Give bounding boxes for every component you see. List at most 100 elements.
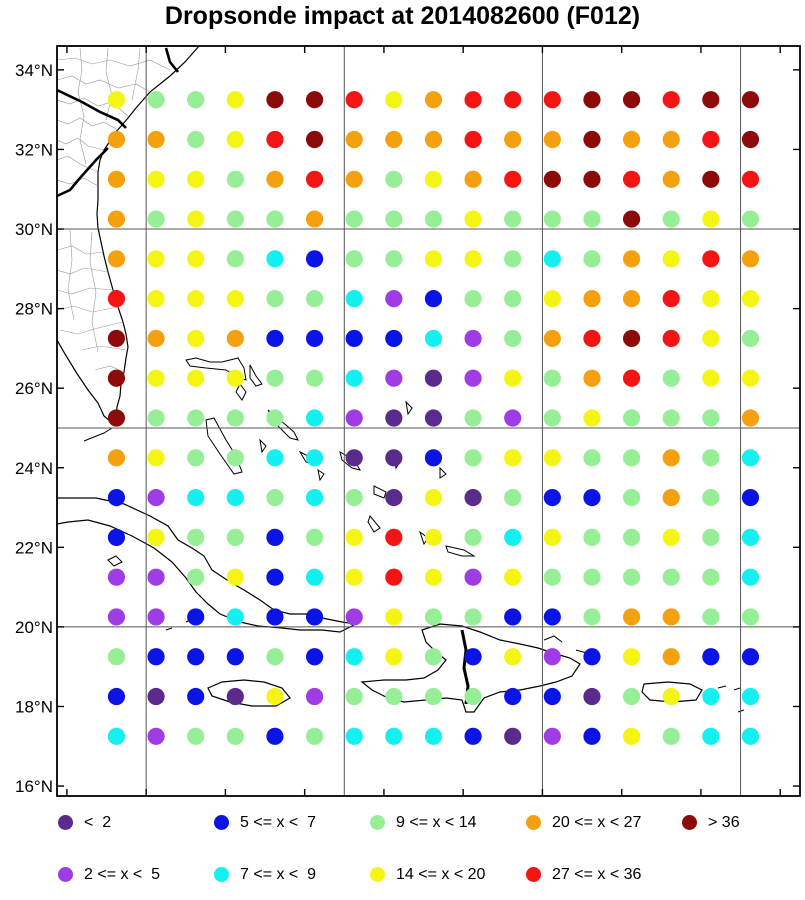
impact-marker: [147, 250, 165, 268]
impact-marker: [147, 528, 165, 546]
impact-marker: [424, 250, 443, 268]
impact-marker: [187, 130, 205, 149]
impact-marker: [345, 727, 363, 745]
lat-tick-label: 34°N: [15, 61, 53, 80]
impact-marker: [424, 130, 443, 149]
impact-marker: [107, 488, 126, 507]
impact-marker: [662, 449, 680, 467]
impact-marker: [187, 488, 205, 507]
impact-marker: [662, 369, 680, 387]
impact-marker: [464, 91, 482, 109]
impact-marker: [741, 449, 760, 467]
impact-marker: [741, 290, 760, 308]
impact-marker: [543, 290, 561, 308]
impact-marker: [543, 170, 561, 188]
impact-marker: [741, 409, 760, 427]
impact-marker: [187, 687, 205, 706]
impact-marker: [345, 528, 363, 546]
impact-marker: [622, 568, 641, 586]
map-frame: [56, 45, 801, 797]
impact-marker: [464, 608, 482, 626]
impact-marker: [187, 727, 205, 745]
impact-marker: [464, 130, 482, 149]
impact-marker: [305, 130, 324, 149]
lat-tick-label: 30°N: [15, 220, 53, 239]
legend-label: 27 <= x < 36: [552, 866, 642, 883]
impact-marker: [504, 727, 522, 745]
impact-marker: [226, 488, 244, 507]
impact-marker: [583, 369, 601, 387]
lat-tick-label: 28°N: [15, 300, 53, 319]
impact-marker: [305, 568, 324, 586]
impact-marker: [305, 329, 324, 348]
impact-marker: [464, 170, 482, 188]
impact-marker: [266, 369, 284, 387]
impact-marker: [305, 290, 324, 308]
impact-marker: [147, 568, 165, 586]
impact-marker: [424, 170, 443, 188]
impact-marker: [226, 568, 244, 586]
impact-marker: [305, 727, 324, 745]
impact-marker: [107, 608, 126, 626]
impact-marker: [662, 608, 680, 626]
impact-marker: [266, 250, 284, 268]
impact-marker: [504, 130, 522, 149]
impact-marker: [741, 329, 760, 348]
impact-marker: [662, 91, 680, 109]
impact-marker: [583, 608, 601, 626]
impact-marker: [345, 290, 363, 308]
impact-marker: [226, 528, 244, 546]
impact-marker: [702, 91, 720, 109]
impact-marker: [147, 329, 165, 348]
impact-marker: [741, 210, 760, 228]
impact-marker: [345, 449, 363, 467]
impact-marker: [226, 608, 244, 626]
impact-marker: [385, 91, 403, 109]
impact-marker: [266, 568, 284, 586]
impact-marker: [741, 687, 760, 706]
impact-marker: [385, 568, 403, 586]
impact-marker: [305, 170, 324, 188]
impact-marker: [305, 210, 324, 228]
impact-marker: [464, 250, 482, 268]
impact-marker: [702, 528, 720, 546]
impact-marker: [424, 528, 443, 546]
impact-marker: [266, 648, 284, 666]
impact-marker: [305, 250, 324, 268]
impact-marker: [543, 91, 561, 109]
impact-marker: [504, 250, 522, 268]
impact-marker: [345, 369, 363, 387]
legend: < 2 5 <= x < 7 9 <= x < 14 20 <= x < 27 …: [0, 800, 805, 900]
impact-marker: [583, 488, 601, 507]
impact-marker: [385, 608, 403, 626]
impact-marker: [702, 369, 720, 387]
impact-marker: [226, 449, 244, 467]
impact-marker: [107, 130, 126, 149]
impact-marker: [226, 130, 244, 149]
impact-marker: [107, 250, 126, 268]
impact-marker: [702, 608, 720, 626]
impact-marker: [543, 648, 561, 666]
impact-marker: [702, 409, 720, 427]
impact-marker: [147, 687, 165, 706]
impact-marker: [622, 409, 641, 427]
impact-marker: [424, 449, 443, 467]
impact-marker: [305, 528, 324, 546]
impact-marker: [543, 449, 561, 467]
impact-marker: [107, 528, 126, 546]
map-canvas: 34°N 32°N 30°N 28°N 26°N 24°N 22°N 20°N 18°N 16°N…: [15, 45, 801, 797]
impact-marker: [187, 449, 205, 467]
impact-marker: [345, 130, 363, 149]
impact-marker: [107, 727, 126, 745]
impact-marker: [702, 210, 720, 228]
lat-tick-label: 20°N: [15, 618, 53, 637]
impact-marker: [622, 648, 641, 666]
impact-marker: [305, 608, 324, 626]
impact-marker: [583, 329, 601, 348]
impact-marker: [147, 369, 165, 387]
impact-marker: [187, 290, 205, 308]
impact-marker: [385, 290, 403, 308]
impact-marker: [741, 488, 760, 507]
impact-marker: [266, 488, 284, 507]
impact-marker: [147, 648, 165, 666]
